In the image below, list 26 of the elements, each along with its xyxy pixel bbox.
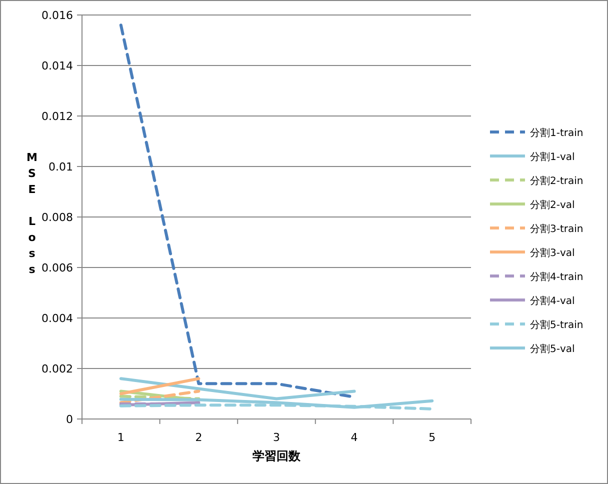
legend-label: 分割3-val bbox=[530, 247, 575, 259]
y-tick-label: 0.008 bbox=[42, 211, 73, 224]
x-tick-label: 3 bbox=[273, 431, 280, 444]
y-tick-label: 0 bbox=[66, 413, 73, 426]
y-tick-label: 0.012 bbox=[42, 110, 73, 123]
legend-label: 分割1-train bbox=[530, 127, 584, 139]
x-axis-title: 学習回数 bbox=[252, 449, 302, 463]
x-tick-label: 4 bbox=[350, 431, 358, 444]
y-tick-label: 0.002 bbox=[42, 362, 73, 376]
y-tick-label: 0.006 bbox=[42, 262, 73, 274]
y-tick-label: 0.004 bbox=[42, 312, 73, 325]
y-tick-label: 0.014 bbox=[42, 60, 73, 72]
text: MSE Loss bbox=[26, 151, 38, 276]
y-tick-label: 0.016 bbox=[42, 9, 73, 22]
legend-label: 分割2-val bbox=[530, 199, 575, 211]
legend-label: 分割5-train bbox=[530, 319, 584, 331]
x-tick-label: 5 bbox=[428, 431, 436, 444]
legend-label: 分割3-train bbox=[530, 223, 584, 235]
legend-label: 分割1-val bbox=[530, 151, 575, 163]
legend-label: 分割4-val bbox=[530, 295, 575, 307]
y-tick-label: 0.01 bbox=[48, 160, 73, 174]
x-tick-label: 2 bbox=[195, 431, 202, 444]
x-tick-label: 1 bbox=[117, 431, 124, 444]
legend-label: 分割5-val bbox=[530, 343, 575, 355]
legend-label: 分割2-train bbox=[530, 175, 584, 187]
legend-label: 分割4-train bbox=[530, 271, 584, 283]
